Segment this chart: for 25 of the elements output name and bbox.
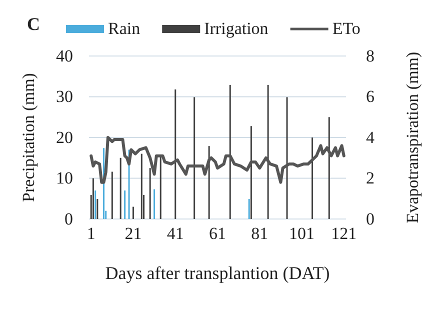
legend-label: ETo: [332, 19, 360, 38]
y-tick-label: 40: [56, 46, 73, 66]
x-tick-label: 121: [331, 224, 357, 244]
y2-axis-title: Evapotranspiration (mm): [403, 52, 422, 224]
y2-tick-label: 6: [366, 87, 374, 106]
x-tick-label: 61: [209, 224, 226, 244]
y2-tick-label: 4: [366, 128, 375, 147]
y2-tick-label: 0: [366, 209, 374, 228]
x-tick-label: 1: [86, 224, 96, 244]
x-tick-label: 41: [166, 224, 184, 244]
y-tick-label: 0: [64, 209, 73, 228]
x-axis-title: Days after transplantion (DAT): [105, 263, 330, 283]
legend-label: Irrigation: [204, 19, 269, 38]
chart-title: C: [27, 14, 40, 34]
x-tick-label: 21: [124, 224, 142, 244]
x-tick-label: 81: [251, 224, 268, 244]
y-tick-label: 10: [56, 168, 73, 188]
y-tick-label: 20: [56, 128, 73, 147]
line-series: [90, 136, 346, 184]
legend-label: Rain: [108, 19, 141, 38]
y-axis-title: Precipitation (mm): [19, 73, 38, 202]
y2-tick-label: 8: [366, 46, 374, 66]
y2-tick-label: 2: [366, 168, 374, 188]
y-tick-label: 30: [56, 87, 73, 106]
x-tick-label: 101: [289, 224, 315, 244]
